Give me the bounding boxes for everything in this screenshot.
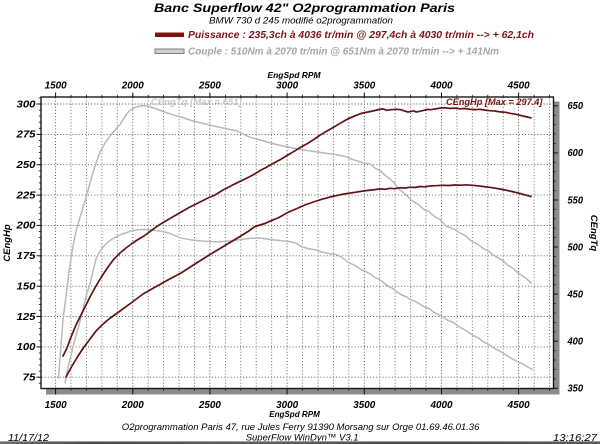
svg-text:1500: 1500	[45, 400, 68, 411]
svg-text:3500: 3500	[353, 81, 376, 92]
svg-text:2000: 2000	[121, 400, 145, 411]
svg-text:300: 300	[17, 99, 37, 110]
svg-text:250: 250	[15, 160, 36, 171]
svg-text:O2programmation Paris 47, rue: O2programmation Paris 47, rue Jules Ferr…	[122, 422, 480, 433]
svg-text:3000: 3000	[276, 81, 299, 92]
svg-text:2500: 2500	[198, 400, 222, 411]
svg-text:600: 600	[568, 148, 584, 159]
svg-text:2000: 2000	[121, 81, 145, 92]
svg-text:CEngTq: CEngTq	[588, 215, 599, 252]
svg-text:4500: 4500	[507, 81, 531, 92]
svg-text:650: 650	[568, 101, 584, 112]
svg-text:550: 550	[568, 195, 584, 206]
svg-text:150: 150	[17, 282, 37, 293]
svg-text:75: 75	[23, 373, 37, 384]
svg-text:100: 100	[17, 342, 37, 353]
svg-text:400: 400	[567, 337, 584, 348]
svg-text:450: 450	[567, 289, 584, 300]
svg-text:3000: 3000	[276, 400, 299, 411]
svg-text:125: 125	[17, 312, 37, 323]
svg-text:BMW 730 d 245 modifié o2progra: BMW 730 d 245 modifié o2programmation	[209, 15, 393, 26]
svg-text:2500: 2500	[198, 81, 222, 92]
svg-text:1500: 1500	[45, 81, 68, 92]
svg-text:350: 350	[568, 384, 584, 395]
svg-text:EngSpd RPM: EngSpd RPM	[268, 70, 322, 80]
svg-text:175: 175	[17, 251, 37, 262]
svg-text:13:16:27: 13:16:27	[553, 432, 598, 444]
svg-text:500: 500	[568, 242, 584, 253]
svg-text:CEngTq [Max = 651]: CEngTq [Max = 651]	[151, 96, 243, 107]
svg-text:Puissance : 235,3ch à 4036 tr/: Puissance : 235,3ch à 4036 tr/min @ 297,…	[188, 30, 534, 41]
svg-text:4500: 4500	[507, 400, 531, 411]
svg-text:3500: 3500	[353, 400, 376, 411]
svg-text:Couple : 510Nm à 2070 tr/min @: Couple : 510Nm à 2070 tr/min @ 651Nm à 2…	[188, 47, 499, 58]
svg-text:200: 200	[15, 221, 36, 232]
svg-text:4000: 4000	[429, 400, 453, 411]
svg-text:SuperFlow WinDyn™ V3.1: SuperFlow WinDyn™ V3.1	[246, 433, 359, 444]
svg-text:CEngHp: CEngHp	[2, 224, 13, 262]
svg-text:CEngHp [Max = 297.4]: CEngHp [Max = 297.4]	[446, 96, 543, 107]
svg-text:225: 225	[15, 190, 36, 201]
svg-text:EngSpd RPM: EngSpd RPM	[269, 409, 320, 419]
svg-text:Banc Superflow 42" O2programma: Banc Superflow 42" O2programmation Paris	[154, 1, 455, 15]
svg-text:11/17/12: 11/17/12	[8, 432, 49, 444]
svg-text:4000: 4000	[429, 81, 453, 92]
svg-text:275: 275	[15, 130, 36, 141]
